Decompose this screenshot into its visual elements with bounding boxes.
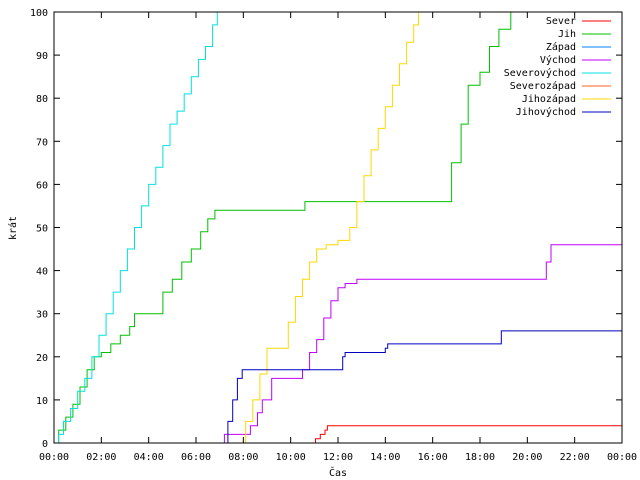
- y-tick-label: 80: [36, 94, 48, 105]
- x-tick-label: 22:00: [560, 452, 590, 463]
- y-tick-label: 0: [42, 439, 48, 450]
- y-axis-title: krát: [7, 216, 19, 240]
- legend-label: Severozápad: [510, 80, 576, 92]
- x-tick-label: 18:00: [465, 452, 495, 463]
- y-tick-label: 20: [36, 353, 48, 364]
- series-line: [54, 244, 622, 444]
- y-tick-label: 60: [36, 180, 48, 191]
- x-tick-label: 20:00: [512, 452, 542, 463]
- x-tick-label: 12:00: [323, 452, 353, 463]
- legend-label: Sever: [546, 16, 576, 27]
- x-tick-label: 02:00: [86, 452, 116, 463]
- series-line: [54, 12, 218, 444]
- y-tick-label: 30: [36, 310, 48, 321]
- y-tick-label: 10: [36, 396, 48, 407]
- x-tick-label: 00:00: [607, 452, 637, 463]
- y-tick-label: 100: [30, 8, 48, 19]
- x-tick-label: 04:00: [134, 452, 164, 463]
- legend: Sever JihZápadVýchodSeverovýchodSeverozáp…: [504, 16, 611, 118]
- y-axis-ticks: 0 10 20 30 40 50 60 70 80 90 100: [30, 8, 622, 450]
- series-line: [54, 11, 622, 444]
- plot-frame: [53, 11, 623, 444]
- x-axis-title: Čas: [329, 466, 347, 479]
- series-line: [54, 330, 622, 444]
- y-tick-label: 90: [36, 51, 48, 62]
- x-tick-label: 16:00: [418, 452, 448, 463]
- y-tick-label: 50: [36, 224, 48, 235]
- series-line: [54, 12, 419, 444]
- x-tick-label: 08:00: [228, 452, 258, 463]
- legend-label: Východ: [540, 54, 576, 66]
- y-tick-label: 40: [36, 267, 48, 278]
- x-axis-ticks: 00:00 02:00 04:00 06:00 08:00 10:00 12:00 14:00…: [39, 12, 637, 463]
- x-tick-label: 00:00: [39, 452, 69, 463]
- legend-label: Severovýchod: [504, 67, 576, 79]
- legend-label: Západ: [546, 41, 576, 53]
- x-tick-label: 14:00: [370, 452, 400, 463]
- legend-label: Jih: [558, 29, 576, 40]
- x-tick-label: 06:00: [181, 452, 211, 463]
- legend-label: Jihozápad: [522, 93, 576, 105]
- x-tick-label: 10:00: [276, 452, 306, 463]
- legend-label: Jihovýchod: [516, 106, 576, 118]
- y-tick-label: 70: [36, 137, 48, 148]
